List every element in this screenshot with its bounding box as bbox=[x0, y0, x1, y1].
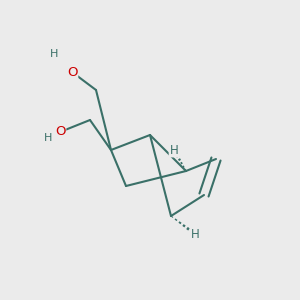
Text: O: O bbox=[55, 125, 65, 139]
Text: H: H bbox=[169, 143, 178, 157]
Text: H: H bbox=[190, 227, 200, 241]
Text: O: O bbox=[67, 65, 77, 79]
Text: H: H bbox=[44, 133, 52, 143]
Text: H: H bbox=[50, 49, 58, 59]
